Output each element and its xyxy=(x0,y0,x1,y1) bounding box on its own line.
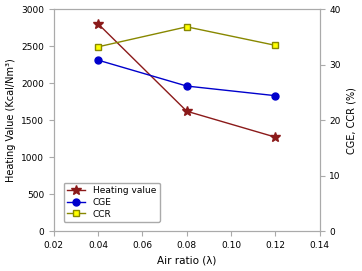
X-axis label: Air ratio (λ): Air ratio (λ) xyxy=(157,256,216,265)
Legend: Heating value, CGE, CCR: Heating value, CGE, CCR xyxy=(64,183,160,222)
Y-axis label: Heating Value (Kcal/Nm³): Heating Value (Kcal/Nm³) xyxy=(5,58,16,182)
Y-axis label: CGE, CCR (%): CGE, CCR (%) xyxy=(346,87,357,154)
